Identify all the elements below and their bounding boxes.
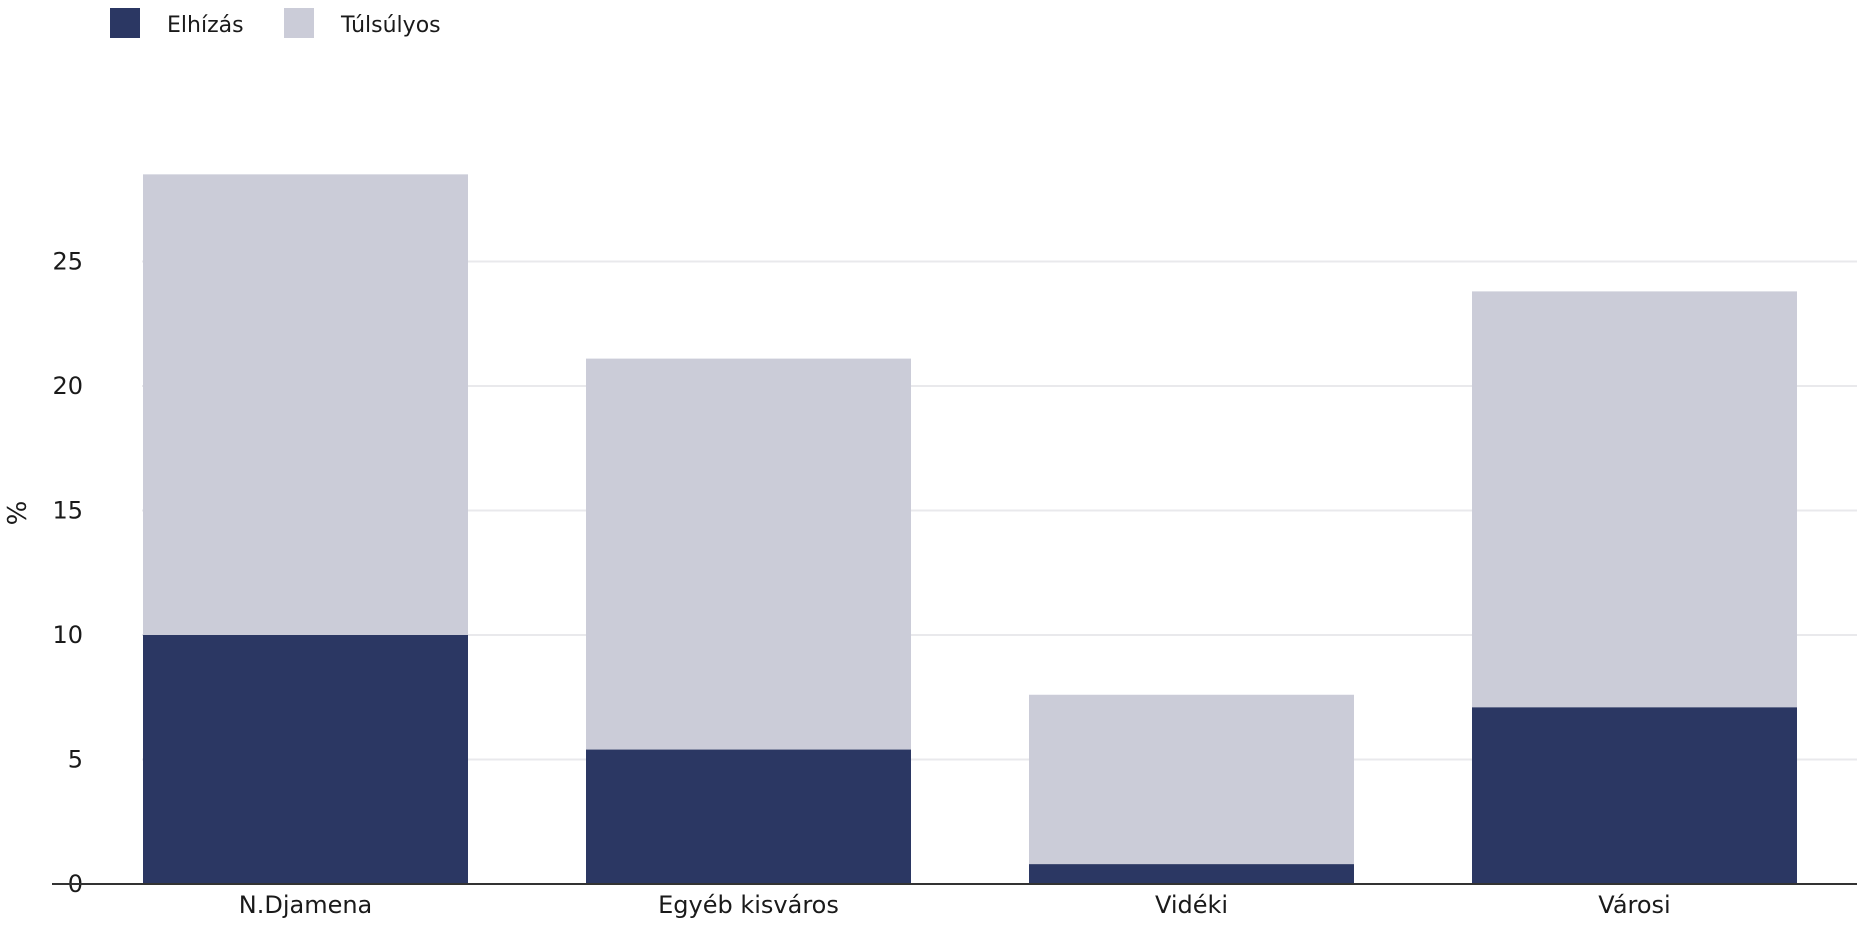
bar-tulsulyos	[1472, 291, 1797, 708]
legend-swatch	[110, 8, 140, 38]
y-tick-label: 5	[68, 746, 83, 774]
x-category-label: Városi	[1598, 891, 1670, 919]
bar-elhizas	[1029, 864, 1354, 884]
y-tick-label: 25	[52, 248, 83, 276]
bars	[143, 174, 1797, 884]
bar-elhizas	[1472, 707, 1797, 884]
legend-label: Elhízás	[167, 13, 244, 38]
x-category-label: N.Djamena	[239, 891, 373, 919]
bar-elhizas	[143, 635, 468, 884]
x-axis-labels: N.Djamena Egyéb kisváros Vidéki Városi	[239, 891, 1671, 919]
y-axis-title: %	[3, 501, 33, 526]
y-tick-label: 10	[52, 621, 83, 649]
x-category-label: Vidéki	[1155, 891, 1228, 919]
y-tick-label: 15	[52, 497, 83, 525]
bar-tulsulyos	[586, 358, 911, 750]
bar-tulsulyos	[143, 174, 468, 635]
y-tick-label: 20	[52, 372, 83, 400]
legend: Elhízás Túlsúlyos	[110, 8, 441, 38]
bar-tulsulyos	[1029, 694, 1354, 865]
x-category-label: Egyéb kisváros	[658, 891, 839, 919]
legend-swatch	[284, 8, 314, 38]
legend-label: Túlsúlyos	[340, 13, 441, 38]
bar-elhizas	[586, 749, 911, 884]
